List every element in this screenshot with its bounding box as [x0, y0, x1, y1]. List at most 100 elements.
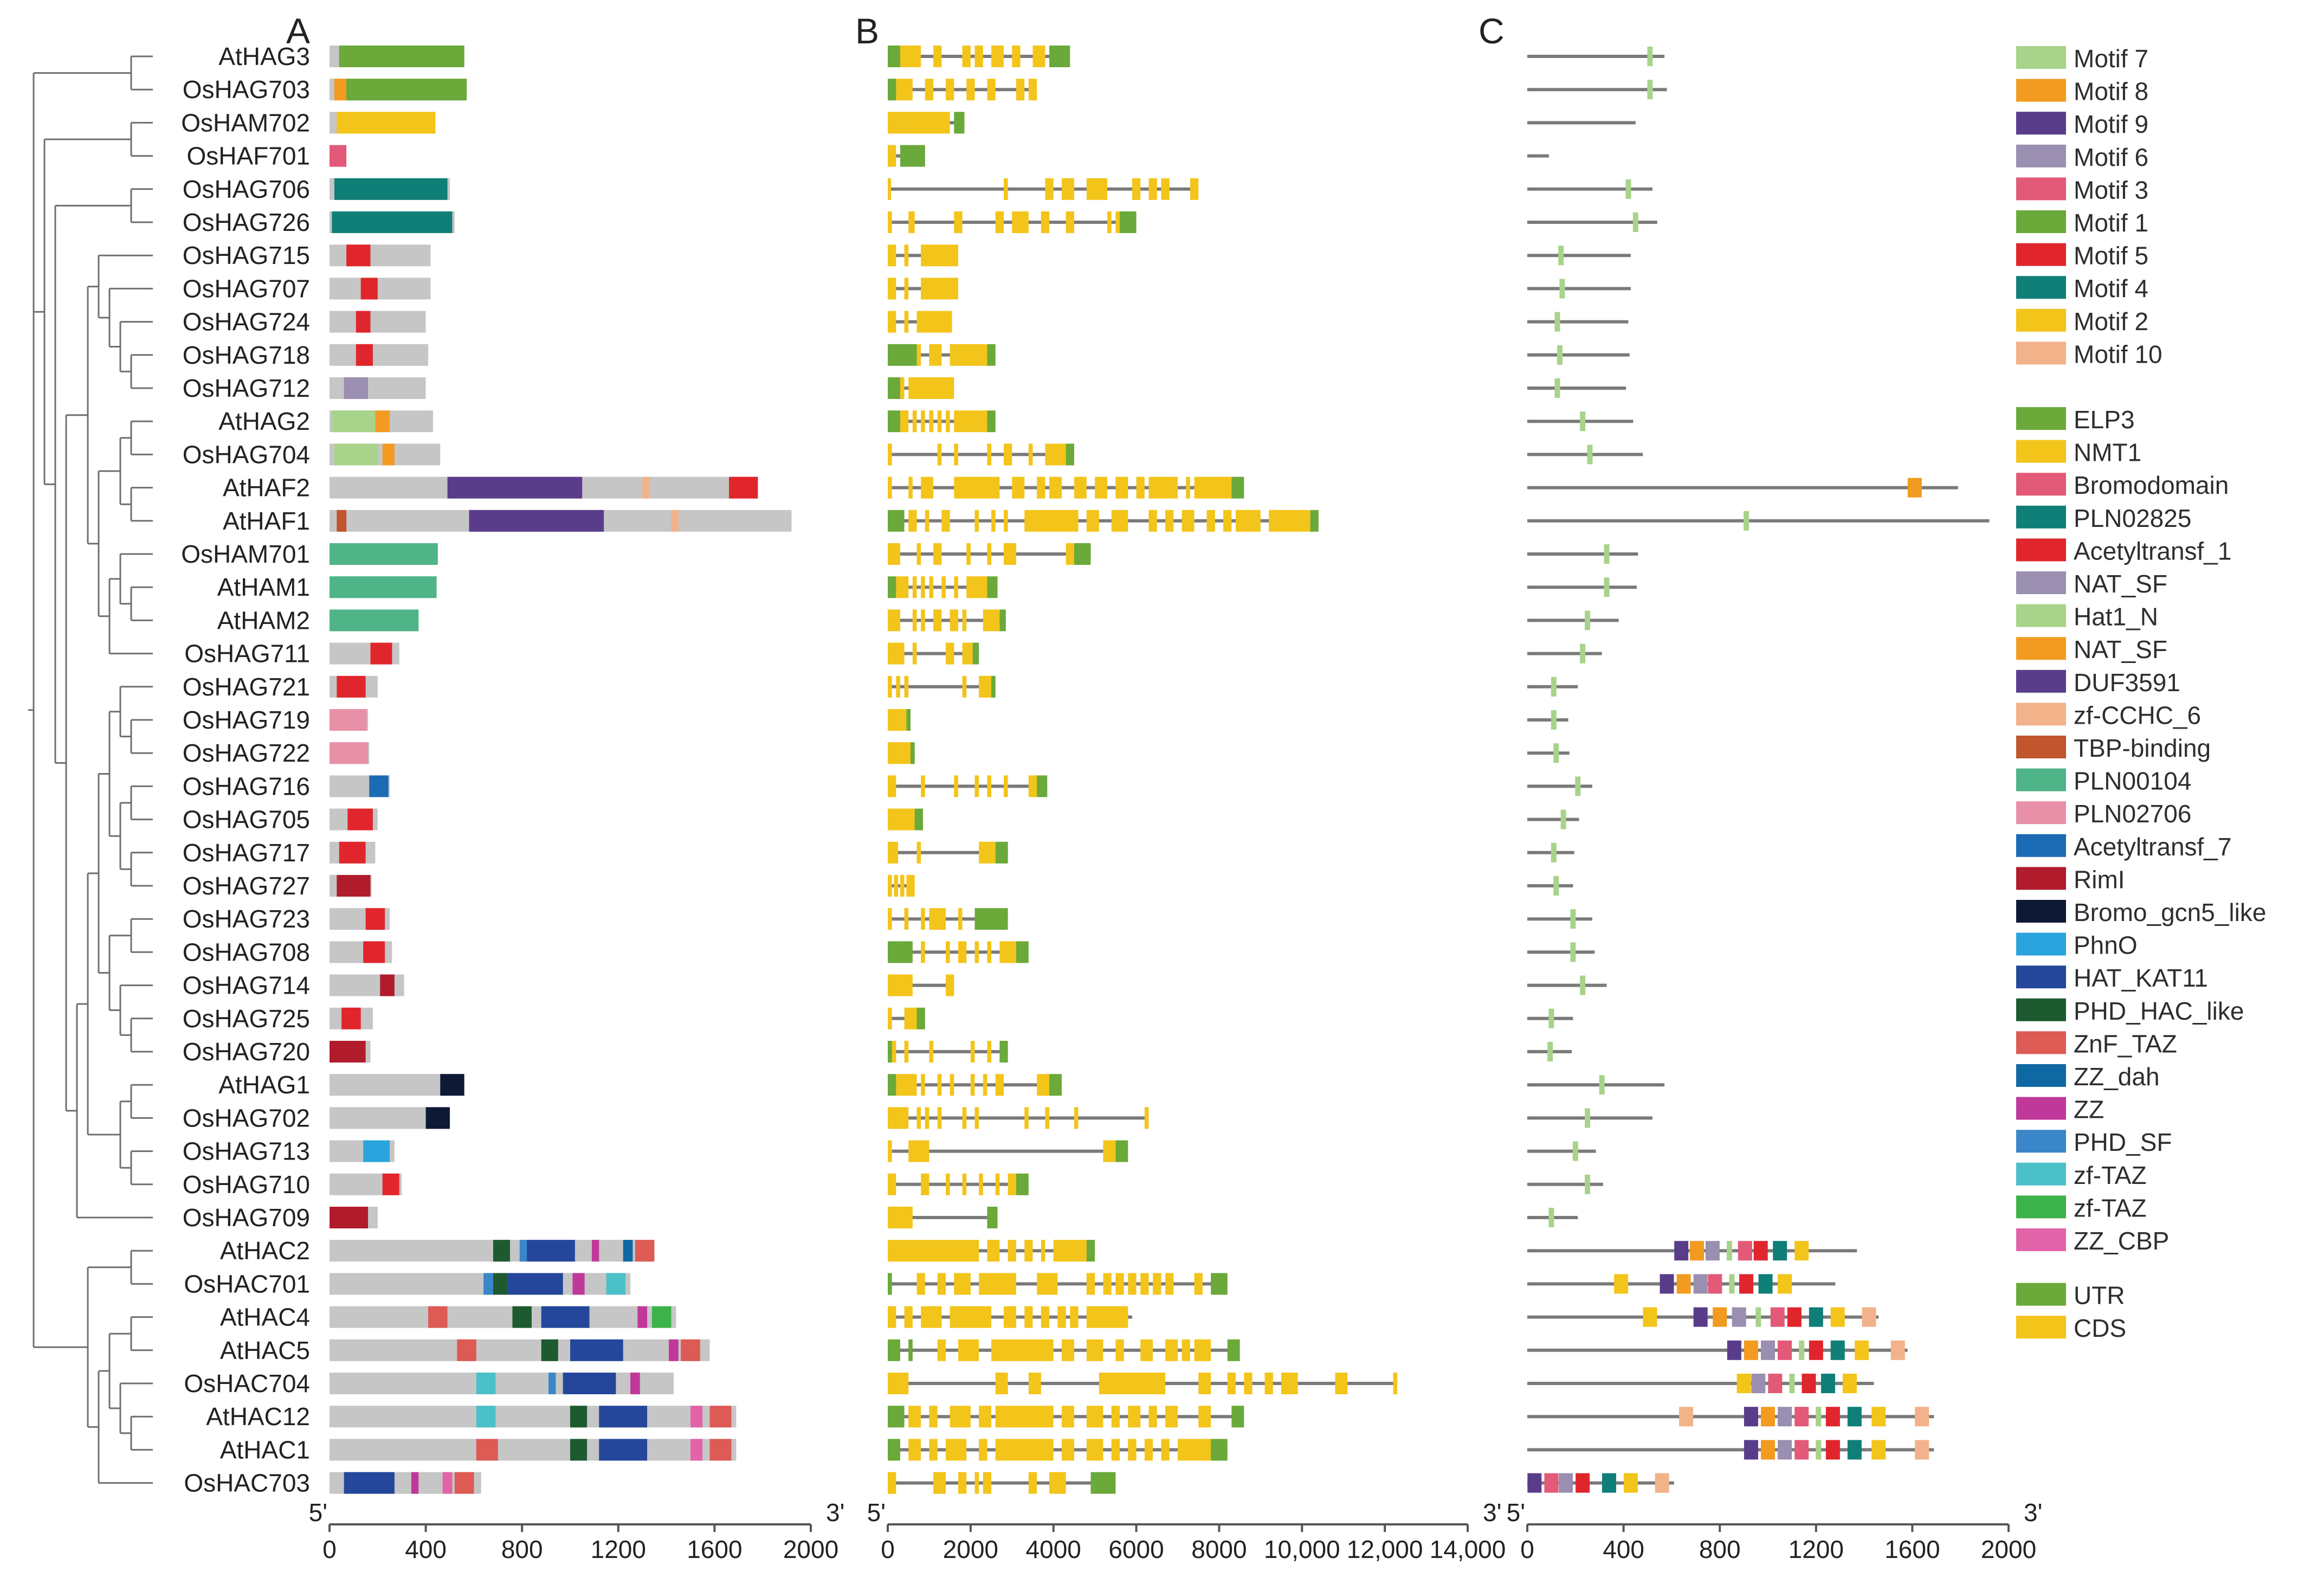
utr-segment: [1049, 1074, 1062, 1096]
utr-segment: [1090, 1472, 1116, 1494]
cds-exon: [1028, 1373, 1041, 1394]
motif-motif-3: [1778, 1340, 1792, 1360]
gene-label-oshag712: OsHAG712: [183, 374, 310, 402]
cds-exon: [908, 477, 913, 499]
motif-motif-7: [1726, 1241, 1732, 1261]
domain-nat-sf-2: [334, 79, 347, 101]
cds-exon: [987, 79, 996, 101]
cds-exon: [974, 1472, 979, 1494]
cds-exon: [888, 908, 892, 930]
gene-label-oshag718: OsHAG718: [183, 341, 310, 369]
cds-exon: [1041, 1240, 1045, 1262]
cds-exon: [888, 1140, 892, 1162]
legend-label-motif-7: Motif 7: [2074, 44, 2148, 73]
gene-label-oshac704: OsHAC704: [184, 1369, 310, 1398]
legend-swatch-nmt1: [2016, 440, 2066, 463]
axis-tick-label: 800: [501, 1535, 543, 1563]
gene-label-oshag705: OsHAG705: [183, 806, 310, 834]
domain-hat-kat11: [541, 1306, 590, 1328]
cds-exon: [1062, 1406, 1074, 1428]
cds-exon: [995, 1439, 1054, 1461]
cds-exon: [908, 211, 915, 233]
cds-exon: [958, 1339, 979, 1361]
cds-exon: [946, 941, 950, 963]
cds-exon: [954, 576, 958, 598]
five-prime-label: 5': [1507, 1498, 1525, 1527]
cds-exon: [979, 1406, 992, 1428]
cds-exon: [962, 46, 971, 67]
motif-motif-8: [1761, 1440, 1775, 1460]
gene-label-oshag714: OsHAG714: [183, 971, 310, 1000]
domain-znf-taz: [681, 1339, 700, 1361]
cds-exon: [921, 410, 925, 433]
cds-exon: [904, 1007, 917, 1029]
gene-label-oshag711: OsHAG711: [184, 640, 310, 668]
protein-bar-athac5: [330, 1339, 710, 1361]
gene-label-oshag726: OsHAG726: [183, 208, 310, 236]
legend-label-tbp-binding: TBP-binding: [2074, 734, 2211, 762]
cds-exon: [921, 1306, 942, 1328]
cds-exon: [1165, 1339, 1178, 1361]
domain-zf-cchc-6: [671, 510, 679, 532]
utr-segment: [972, 642, 979, 665]
legend-label-zz-dah: ZZ_dah: [2074, 1063, 2160, 1091]
legend-label-zf-taz-2: zf-TAZ: [2074, 1194, 2147, 1222]
cds-exon: [908, 377, 954, 399]
cds-exon: [941, 510, 950, 532]
motif-motif-9: [1693, 1307, 1708, 1327]
gene-label-oshag727: OsHAG727: [183, 872, 310, 900]
cds-exon: [1161, 178, 1170, 200]
cds-exon: [892, 1107, 909, 1129]
domain-znf-taz: [476, 1439, 498, 1461]
cds-exon: [1049, 477, 1062, 499]
cds-exon: [1140, 1339, 1153, 1361]
legend-swatch-bromo-gcn5-like: [2016, 900, 2066, 923]
cds-exon: [1182, 1339, 1190, 1361]
domain-hat1-n: [332, 410, 376, 433]
domain-rimi: [330, 1207, 369, 1228]
cds-exon: [1269, 510, 1311, 532]
panel-letter-c: C: [1479, 11, 1505, 51]
gene-label-oshag709: OsHAG709: [183, 1203, 310, 1232]
utr-segment: [888, 46, 900, 67]
domain-elp3: [339, 46, 464, 67]
cds-exon: [888, 1107, 892, 1129]
cds-exon: [888, 443, 892, 466]
legend-swatch-zf-taz-2: [2016, 1195, 2066, 1219]
domain-znf-taz: [709, 1439, 732, 1461]
cds-exon: [1128, 1273, 1137, 1295]
cds-exon: [1053, 1240, 1087, 1262]
motif-motif-10: [1679, 1407, 1694, 1427]
motif-motif-2: [1794, 1241, 1809, 1261]
motif-motif-9: [1660, 1274, 1674, 1294]
cds-exon: [937, 1107, 942, 1129]
domain-hat-kat11: [527, 1240, 575, 1262]
domain-nat-sf: [344, 377, 369, 399]
domain-acetyltransf-1: [339, 841, 366, 864]
cds-exon: [937, 1273, 946, 1295]
three-prime-label: 3': [2024, 1498, 2042, 1527]
cds-exon: [983, 1074, 987, 1096]
cds-exon: [1393, 1373, 1398, 1394]
cds-exon: [1128, 1406, 1141, 1428]
motif-motif-2: [1871, 1440, 1886, 1460]
cds-exon: [888, 311, 896, 333]
cds-exon: [1148, 1406, 1157, 1428]
protein-bar-athac1: [330, 1439, 737, 1461]
legend-label-acetyltransf-1: Acetyltransf_1: [2074, 537, 2231, 565]
motif-motif-7: [1744, 511, 1750, 531]
utr-segment: [888, 1041, 892, 1063]
legend-label-utr: UTR: [2074, 1282, 2125, 1310]
cds-exon: [1223, 510, 1232, 532]
gene-label-oshag717: OsHAG717: [183, 839, 310, 867]
legend-swatch-motif-9: [2016, 112, 2066, 135]
cds-exon: [888, 609, 900, 632]
cds-exon: [1111, 1406, 1120, 1428]
motif-motif-6: [1705, 1241, 1720, 1261]
domain-zf-taz-2: [651, 1306, 672, 1328]
domain-znf-taz: [454, 1472, 474, 1494]
motif-motif-7: [1604, 577, 1610, 597]
domain-nmt1: [337, 112, 436, 134]
cds-exon: [900, 875, 905, 897]
legend-label-motif-3: Motif 3: [2074, 176, 2148, 204]
